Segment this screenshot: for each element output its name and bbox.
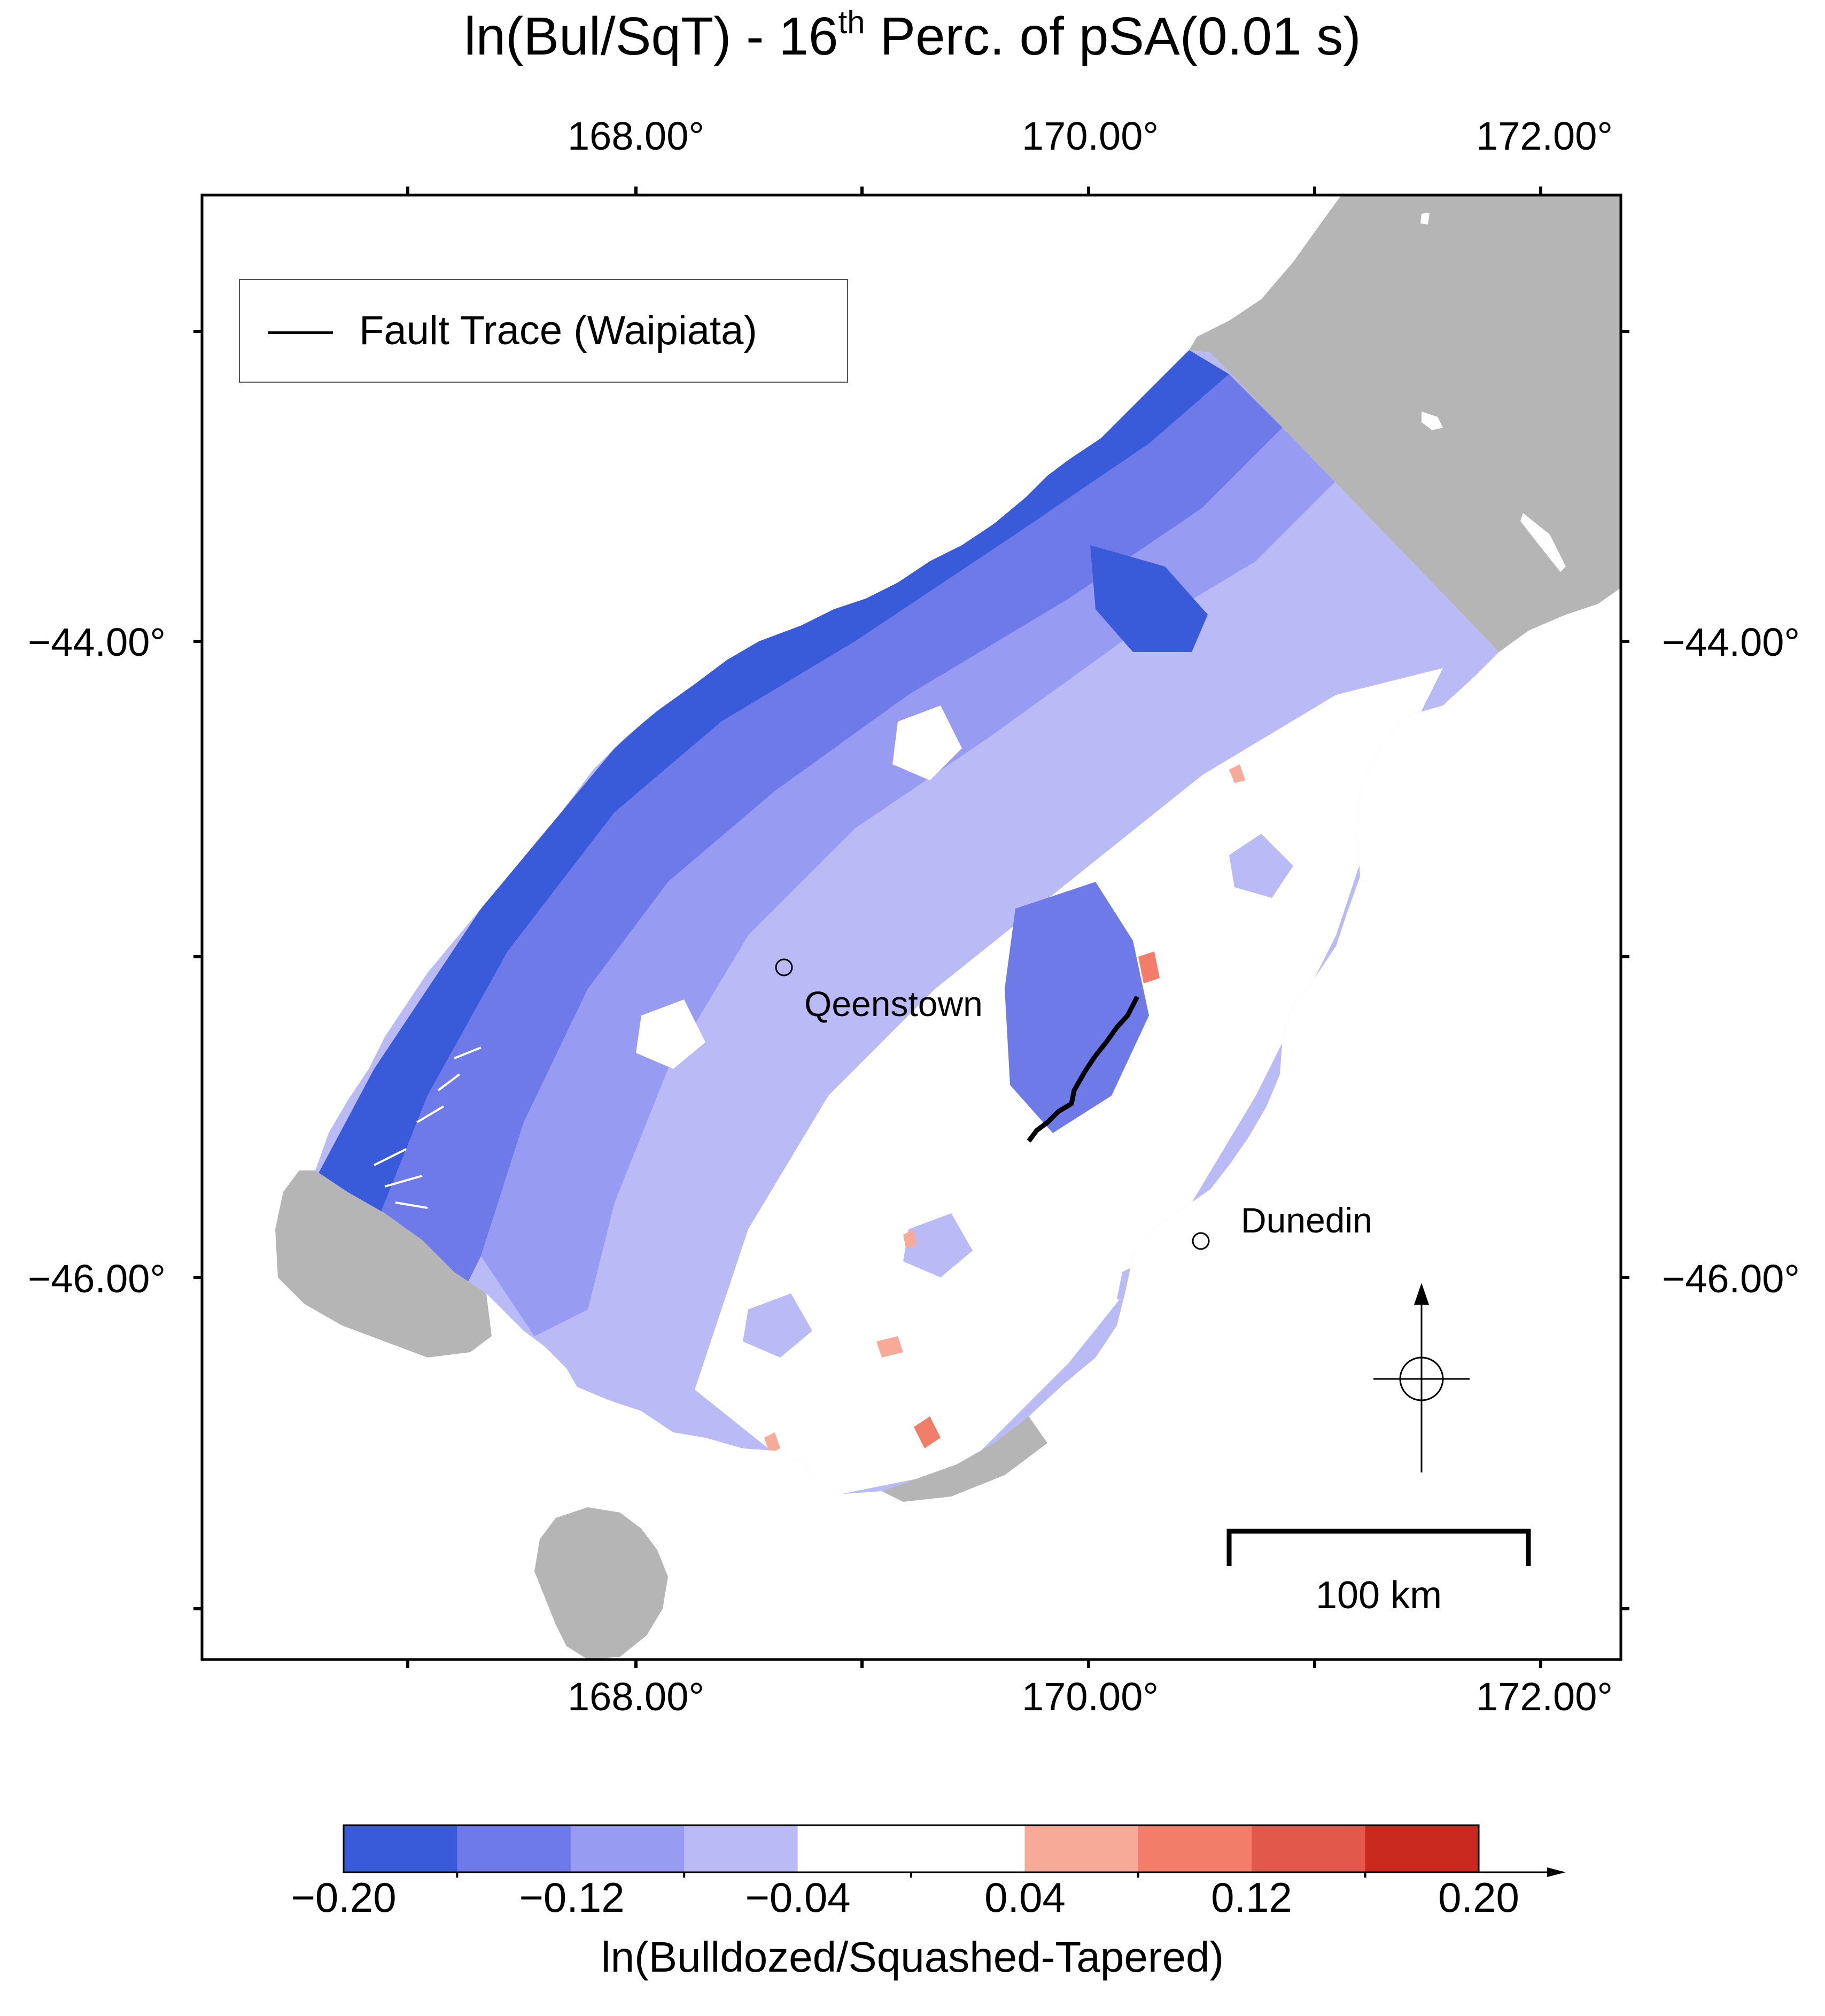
fault-trace [1027,995,1140,1143]
colorbar-tick-label: −0.20 [291,1874,397,1921]
colorbar [343,1824,1566,1878]
colorbar-segment [457,1825,571,1872]
colorbar-tick-label: −0.04 [745,1874,851,1921]
city-label-dunedin: Dunedin [1241,1200,1372,1240]
city-label-qeenstown: Qeenstown [804,984,983,1023]
lat-tick-right-44: −44.00° [1662,620,1800,664]
colorbar-tick-label: 0.20 [1438,1874,1519,1921]
colorbar-segment [1024,1825,1139,1872]
colorbar-arrowhead [1547,1867,1566,1877]
title-rest: Perc. of pSA(0.01 s) [865,6,1361,66]
scale-bar [1226,1529,1531,1566]
north-arrow [1373,1283,1470,1472]
title-superscript: th [838,4,865,40]
land-north [1189,195,1621,652]
lon-tick-top-172: 172.00° [1476,114,1613,158]
lon-tick-bottom-172: 172.00° [1476,1674,1613,1719]
colorbar-segment [1252,1825,1366,1872]
scale-bar-label: 100 km [1315,1574,1442,1617]
colorbar-title: ln(Bulldozed/Squashed-Tapered) [601,1933,1224,1981]
land-southwest [275,1170,492,1358]
lon-tick-bottom-170: 170.00° [1022,1674,1159,1719]
dunedin-marker [1192,1232,1210,1250]
colorbar-segment [1138,1825,1252,1872]
colorbar-tick-label: 0.04 [984,1874,1066,1921]
colorbar-segment [570,1825,685,1872]
lat-tick-right-46: −46.00° [1662,1257,1800,1301]
lat-tick-left-46: −46.00° [28,1257,166,1301]
legend-fault-line [268,331,333,334]
lon-tick-top-168: 168.00° [568,114,704,158]
land-south-coast [882,1416,1047,1502]
colorbar-segment [911,1825,1025,1872]
colorbar-segment [1365,1825,1479,1872]
title-main: ln(Bul/SqT) - 16 [464,6,838,66]
colorbar-tick-label: 0.12 [1211,1874,1292,1921]
legend-fault-label: Fault Trace (Waipiata) [359,308,757,353]
map-title: ln(Bul/SqT) - 16th Perc. of pSA(0.01 s) [0,4,1825,68]
colorbar-segment [344,1825,457,1872]
qeenstown-marker [775,958,793,976]
lon-tick-bottom-168: 168.00° [568,1674,704,1719]
colorbar-segment [797,1825,912,1872]
lat-tick-left-44: −44.00° [28,620,166,664]
legend-box: Fault Trace (Waipiata) [239,279,848,383]
colorbar-segment [684,1825,798,1872]
land-stewart-island [534,1507,668,1660]
map-frame [200,193,1622,1661]
lon-tick-top-170: 170.00° [1022,114,1159,158]
colorbar-tick-label: −0.12 [519,1874,625,1921]
